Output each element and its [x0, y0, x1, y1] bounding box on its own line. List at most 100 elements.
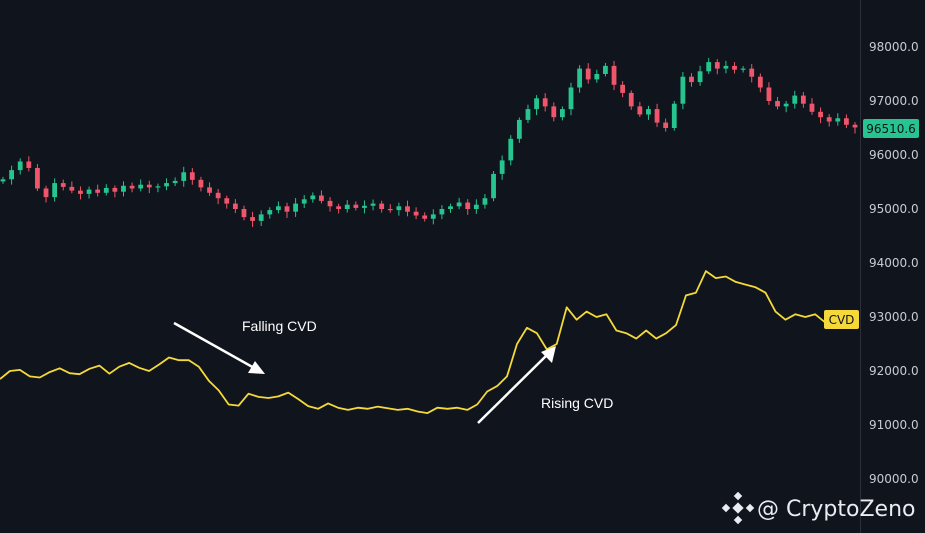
price-tick-label: 97000.0: [869, 94, 919, 108]
candle-body: [663, 122, 669, 128]
candle-body: [250, 217, 255, 221]
candle-body: [327, 200, 333, 207]
price-tick-label: 90000.0: [869, 472, 919, 486]
cvd-badge: CVD: [824, 310, 859, 329]
rising-cvd-annotation: Rising CVD: [477, 346, 613, 424]
rising-arrow-head: [541, 346, 556, 363]
candle-body: [809, 103, 815, 112]
candle-body: [155, 186, 161, 188]
rising-arrow-shaft: [477, 353, 549, 424]
candle-body: [465, 202, 471, 209]
candle-body: [310, 195, 316, 200]
candle-body: [430, 214, 436, 219]
candle-body: [69, 186, 75, 191]
candle-body: [697, 71, 703, 83]
candle-body: [491, 173, 496, 199]
candle-body: [9, 170, 15, 180]
price-tick-label: 92000.0: [869, 364, 919, 378]
candle-body: [714, 62, 720, 69]
candle-body: [542, 98, 548, 107]
candle-body: [103, 187, 109, 193]
candle-body: [379, 203, 385, 209]
candle-body: [181, 172, 187, 181]
last-price-badge-bg: [863, 119, 919, 138]
candle-body: [508, 138, 514, 161]
candle-body: [353, 204, 359, 208]
candle-body: [723, 65, 729, 69]
falling-arrow-shaft: [173, 321, 257, 371]
candle-body: [852, 124, 858, 128]
candle-body: [611, 65, 617, 85]
candle-body: [336, 206, 342, 209]
candle-body: [456, 202, 462, 207]
candle-body: [766, 87, 772, 101]
candle-body: [284, 206, 290, 212]
candle-body: [783, 103, 789, 107]
candle-body: [319, 195, 324, 201]
candle-body: [26, 161, 32, 168]
candle-body: [95, 189, 101, 193]
candle-body: [826, 117, 832, 122]
candle-body: [800, 95, 806, 104]
candle-body: [516, 119, 522, 139]
rising-cvd-label: Rising CVD: [541, 395, 613, 411]
candle-body: [370, 203, 376, 206]
candle-body: [534, 98, 539, 110]
price-tick-label: 95000.0: [869, 202, 919, 216]
candle-body: [525, 109, 531, 120]
candle-body: [362, 205, 367, 208]
candle-body: [732, 65, 737, 70]
candle-body: [482, 198, 488, 205]
falling-arrow-head: [248, 361, 265, 374]
candle-body: [258, 214, 264, 221]
candle-body: [0, 179, 6, 182]
candle-body: [172, 180, 178, 184]
candle-body: [422, 215, 428, 219]
candle-body: [628, 92, 634, 107]
candle-body: [301, 199, 307, 204]
candle-body: [198, 179, 204, 188]
candle-body: [232, 203, 238, 209]
falling-cvd-annotation: Falling CVD: [173, 318, 317, 374]
candle-body: [215, 192, 221, 199]
candle-body: [473, 204, 479, 209]
candle-body: [189, 172, 195, 180]
candle-body: [706, 62, 712, 72]
candle-body: [35, 167, 40, 189]
candle-body: [835, 118, 841, 122]
candle-body: [164, 183, 169, 187]
candle-body: [577, 68, 583, 88]
price-tick-label: 98000.0: [869, 40, 919, 54]
candle-body: [620, 84, 626, 93]
candle-body: [344, 204, 350, 209]
candle-body: [646, 109, 651, 115]
candle-body: [129, 185, 135, 189]
last-price-label: 96510.6: [866, 122, 916, 136]
candle-body: [405, 206, 410, 212]
candle-body: [78, 190, 83, 194]
candle-body: [775, 101, 780, 107]
candle-body: [792, 95, 798, 104]
candle-body: [740, 68, 746, 70]
watermark-text: @ CryptoZeno: [757, 497, 915, 522]
price-tick-label: 93000.0: [869, 310, 919, 324]
candle-body: [749, 68, 755, 77]
candle-body: [757, 76, 763, 88]
candle-body: [689, 76, 694, 83]
candle-body: [396, 206, 402, 211]
candle-body: [293, 203, 299, 212]
price-axis: 98000.0 97000.0 96000.0 95000.0 94000.0 93000…: [869, 40, 919, 486]
candle-body: [413, 211, 419, 216]
candle-body: [594, 74, 600, 80]
candle-body: [224, 198, 230, 204]
candle-body: [559, 109, 565, 118]
candle-body: [86, 189, 92, 194]
candle-body: [146, 184, 152, 188]
candle-body: [551, 106, 557, 118]
candle-body: [680, 76, 686, 104]
candle-body: [568, 87, 574, 110]
candle-body: [671, 103, 677, 128]
cvd-line: [0, 270, 856, 414]
